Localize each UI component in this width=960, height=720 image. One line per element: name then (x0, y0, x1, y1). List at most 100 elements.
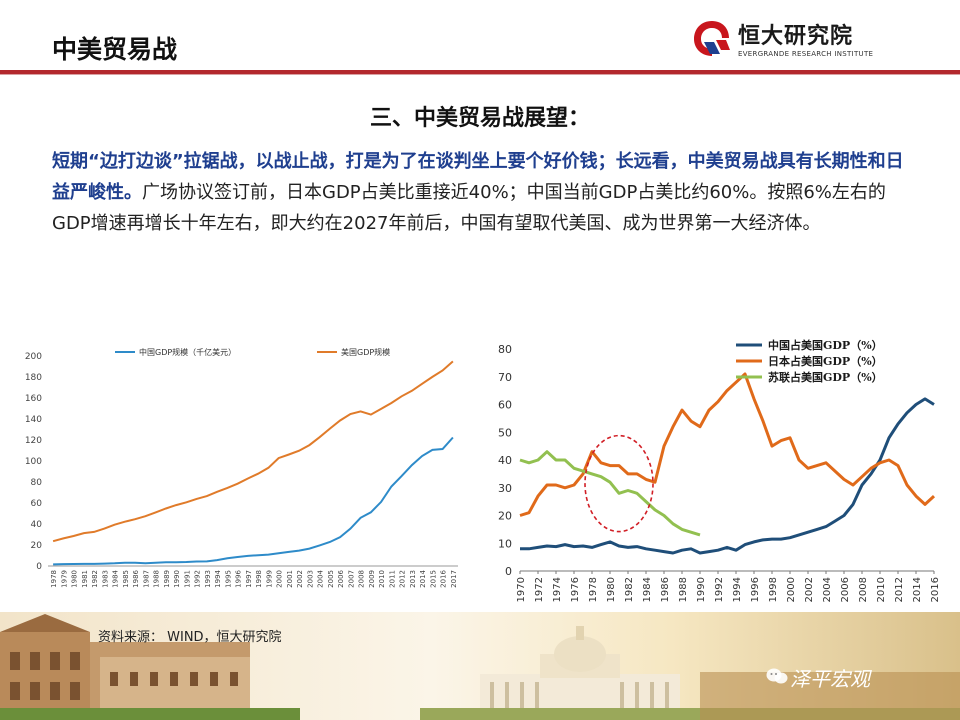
series-line-2 (519, 372, 936, 517)
x-tick-label: 1996 (235, 569, 243, 587)
header-title: 中美贸易战 (52, 35, 178, 64)
y-tick-label: 200 (25, 352, 42, 362)
x-tick-label: 1992 (194, 570, 202, 588)
evergrande-logo-icon (694, 21, 730, 56)
x-tick-label: 2000 (276, 570, 284, 588)
series-line-3 (519, 450, 701, 537)
wechat-account-name: 泽平宏观 (790, 667, 870, 691)
x-tick-label: 1991 (183, 570, 191, 588)
legend-label-2: 美国GDP规模 (341, 347, 390, 357)
legend-label-1: 中国GDP规模（千亿美元） (139, 347, 236, 357)
x-tick-label: 1974 (552, 577, 563, 602)
x-tick-label: 1984 (642, 577, 653, 602)
x-tick-label: 1972 (534, 577, 545, 602)
x-tick-label: 1999 (265, 570, 273, 588)
gdp-ratio-chart: 0 10 20 30 40 50 60 70 80 1970 1972 1974 1976 1978 198… (498, 338, 940, 602)
header-divider-thin (0, 74, 960, 75)
x-tick-label: 2007 (347, 570, 355, 588)
series-line-1 (53, 436, 454, 566)
x-tick-label: 1992 (714, 577, 725, 602)
legend-label-1: 中国占美国GDP（%） (768, 338, 883, 352)
y-tick-label: 80 (498, 343, 512, 356)
x-tick-label: 1981 (81, 570, 89, 588)
logo-text: 恒大研究院 (738, 24, 854, 49)
y-tick-label: 40 (498, 454, 512, 467)
y-tick-label: 60 (498, 399, 512, 412)
y-tick-label: 20 (31, 541, 43, 551)
x-tick-label: 1998 (768, 577, 779, 602)
x-tick-label: 1984 (112, 569, 120, 587)
x-tick-label: 1983 (101, 570, 109, 588)
x-tick-label: 2008 (358, 570, 366, 588)
x-tick-label: 2010 (876, 577, 887, 602)
x-tick-label: 1985 (122, 570, 130, 588)
x-tick-label: 2014 (419, 569, 427, 587)
x-tick-label: 1986 (132, 569, 140, 587)
x-tick-label: 2005 (327, 570, 335, 588)
header-divider (0, 70, 960, 74)
x-tick-label: 1989 (163, 570, 171, 588)
series-line-2 (52, 360, 454, 543)
y-tick-label: 180 (25, 373, 42, 383)
x-tick-label: 2016 (440, 569, 448, 587)
x-tick-label: 2010 (378, 570, 386, 588)
source-note: 资料来源： WIND，恒大研究院 (98, 630, 282, 645)
y-tick-label: 140 (25, 415, 42, 425)
x-tick-label: 1993 (204, 570, 212, 588)
y-tick-label: 0 (36, 562, 42, 572)
series-line-1 (520, 397, 935, 555)
x-tick-label: 1995 (224, 570, 232, 588)
x-tick-label: 2013 (409, 570, 417, 588)
x-tick-label: 2006 (840, 577, 851, 602)
x-tick-label: 1982 (91, 570, 99, 588)
y-tick-label: 120 (25, 436, 42, 446)
y-tick-label: 80 (31, 478, 43, 488)
x-tick-label: 2016 (930, 577, 940, 602)
x-tick-label: 1990 (696, 577, 707, 602)
y-tick-label: 40 (31, 520, 43, 530)
x-tick-label: 2012 (894, 577, 905, 602)
legend-label-3: 苏联占美国GDP（%） (768, 370, 883, 384)
x-tick-label: 1978 (50, 570, 58, 588)
x-tick-label: 1986 (660, 577, 671, 602)
section-title: 三、中美贸易战展望： (369, 106, 590, 131)
x-tick-label: 1987 (142, 570, 150, 588)
x-tick-label: 2017 (450, 570, 458, 588)
x-tick-label: 2014 (912, 577, 923, 602)
body-paragraph: 短期“边打边谈”拉锯战，以战止战，打是为了在谈判坐上要个好价钱；长远看，中美贸易… (52, 146, 912, 239)
legend-label-2: 日本占美国GDP（%） (768, 354, 883, 368)
wechat-icon (766, 668, 788, 684)
x-tick-label: 2000 (786, 577, 797, 602)
y-tick-label: 10 (498, 537, 512, 550)
x-tick-label: 1982 (624, 577, 635, 602)
x-tick-label: 1994 (214, 569, 222, 587)
x-tick-label: 2012 (399, 570, 407, 588)
x-tick-label: 1976 (570, 577, 581, 602)
x-tick-label: 1980 (606, 577, 617, 602)
x-tick-label: 1996 (750, 577, 761, 602)
x-tick-label: 1978 (588, 577, 599, 602)
x-tick-label: 2004 (317, 569, 325, 587)
y-tick-label: 100 (25, 457, 42, 467)
x-tick-label: 2011 (388, 570, 396, 588)
footer-illustration (0, 612, 960, 720)
logo: 恒大研究院 EVERGRANDE RESEARCH INSTITUTE (690, 16, 890, 66)
y-tick-label: 30 (498, 482, 512, 495)
y-tick-label: 60 (31, 499, 43, 509)
y-tick-label: 20 (498, 510, 512, 523)
x-tick-label: 2008 (858, 577, 869, 602)
x-tick-label: 2004 (822, 577, 833, 602)
x-tick-label: 1988 (678, 577, 689, 602)
x-tick-label: 2002 (804, 577, 815, 602)
x-tick-label: 1988 (153, 570, 161, 588)
highlight-ellipse (584, 434, 654, 533)
y-tick-label: 70 (498, 371, 512, 384)
x-tick-label: 2006 (337, 569, 345, 587)
paragraph-emphasis: 短期“边打边谈”拉锯战，以战止战，打是为了在谈判坐上要个好价钱；长远看，中美贸易… (52, 151, 904, 203)
x-tick-label: 2002 (296, 570, 304, 588)
paragraph-text: 广场协议签订前，日本GDP占美比重接近40%；中国当前GDP占美比约60%。按照… (52, 182, 886, 234)
x-tick-label: 2015 (429, 570, 437, 588)
x-tick-label: 1994 (732, 577, 743, 602)
x-tick-label: 1998 (255, 570, 263, 588)
